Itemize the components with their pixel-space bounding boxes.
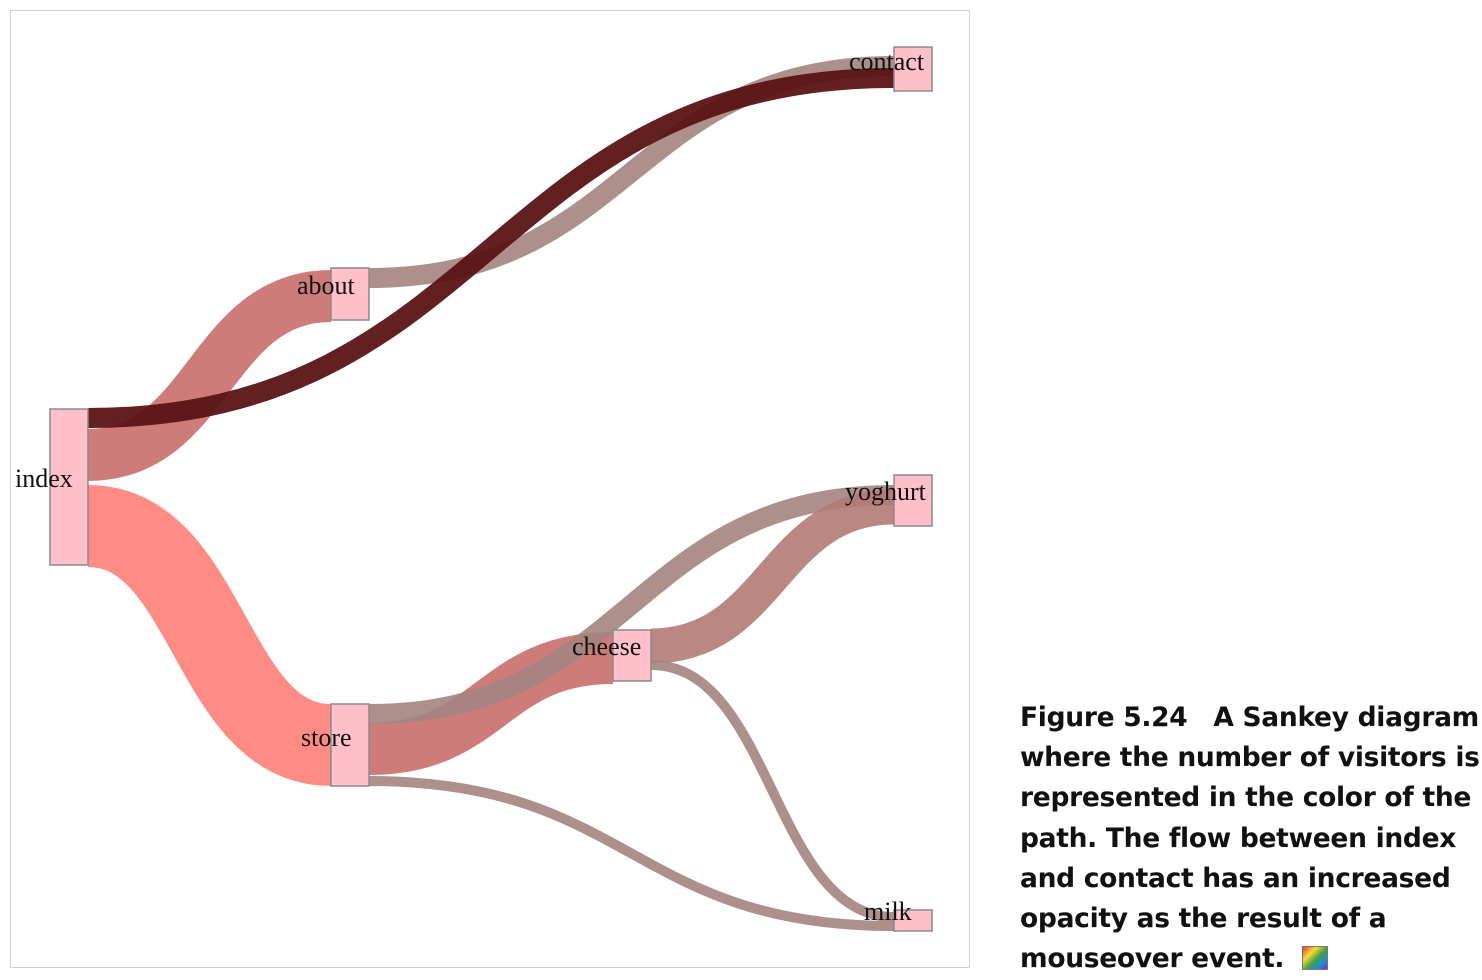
sankey-diagram xyxy=(10,10,970,968)
link-index-about[interactable] xyxy=(86,270,333,481)
labels-layer: index about contact store cheese yoghurt milk xyxy=(15,47,927,926)
nodes-layer xyxy=(49,46,933,932)
node-cheese[interactable] xyxy=(612,629,652,682)
node-label-milk: milk xyxy=(864,897,912,926)
link-about-contact[interactable] xyxy=(368,56,895,288)
node-label-about: about xyxy=(297,271,356,300)
figure-number: Figure 5.24 xyxy=(1020,702,1188,733)
figure-caption: Figure 5.24 A Sankey diagram where the nu… xyxy=(1020,698,1482,979)
node-label-index: index xyxy=(15,464,73,493)
node-label-cheese: cheese xyxy=(572,632,641,661)
link-cheese-milk[interactable] xyxy=(650,660,895,922)
link-store-yoghurt[interactable] xyxy=(368,485,895,724)
node-about[interactable] xyxy=(330,267,370,321)
node-contact[interactable] xyxy=(893,46,933,92)
caption-text: A Sankey diagram where the number of vis… xyxy=(1020,702,1480,975)
color-palette-icon xyxy=(1302,946,1329,971)
link-index-contact[interactable] xyxy=(87,68,895,428)
links-layer xyxy=(84,56,895,931)
node-label-store: store xyxy=(301,723,352,752)
node-milk[interactable] xyxy=(893,909,933,932)
link-store-milk[interactable] xyxy=(368,776,895,931)
link-cheese-yoghurt[interactable] xyxy=(650,489,895,664)
node-index[interactable] xyxy=(49,408,89,566)
node-label-contact: contact xyxy=(849,47,925,76)
node-label-yoghurt: yoghurt xyxy=(845,477,927,506)
sankey-svg: index about contact store cheese yoghurt milk xyxy=(15,46,933,932)
link-index-store[interactable] xyxy=(84,485,335,786)
node-store[interactable] xyxy=(330,703,370,787)
node-yoghurt[interactable] xyxy=(893,474,933,527)
